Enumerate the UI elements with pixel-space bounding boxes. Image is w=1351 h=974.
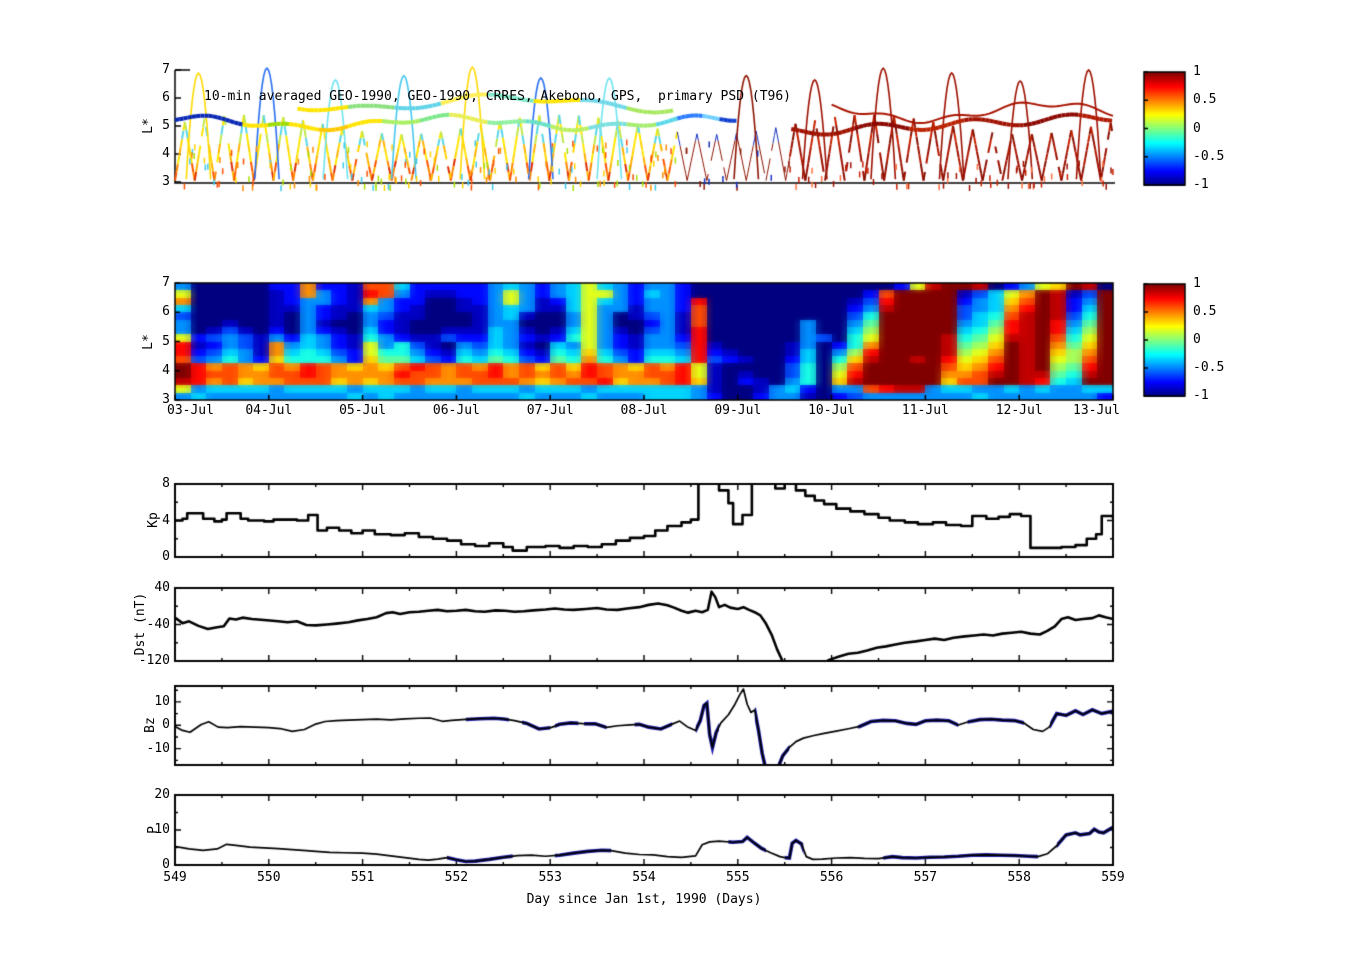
tick-label: 10 [154,822,170,837]
tick-label: 558 [1007,870,1031,885]
tick-label: 0 [162,857,170,872]
tick-label: 0 [162,717,170,733]
tick-label: 550 [257,870,281,885]
tick-label: 09-Jul [714,403,762,418]
tick-label: 12-Jul [995,403,1043,418]
xaxis-label: Day since Jan 1st, 1990 (Days) [526,892,762,907]
tick-label: 4 [162,512,170,528]
tick-label: 4 [162,146,170,161]
tick-label: 4 [162,362,170,378]
tick-label: -10 [146,740,170,756]
tick-label: 551 [350,870,375,885]
tick-label: 0 [162,549,170,564]
tick-label: 6 [162,304,170,320]
tick-label: 554 [632,870,656,885]
tick-label: 552 [444,870,469,885]
tick-label: 6 [162,90,170,105]
tick-label: -0.5 [1193,360,1225,375]
tick-label: 10 [154,693,170,709]
tick-label: 11-Jul [901,403,949,418]
tick-label: 08-Jul [620,403,668,418]
tick-label: 04-Jul [245,403,293,418]
tick-label: 556 [819,870,844,885]
tick-label: 553 [538,870,562,885]
tick-label: 03-Jul [167,403,214,418]
tick-label: 555 [726,870,750,885]
tick-label: 20 [154,787,170,802]
tick-label: 13-Jul [1073,403,1120,418]
tick-label: 5 [162,333,170,349]
tick-label: -1 [1193,388,1209,403]
tick-label: 07-Jul [526,403,574,418]
tick-label: 7 [162,275,170,290]
tick-label: 557 [913,870,938,885]
tick-label: 06-Jul [432,403,480,418]
tick-label: 8 [162,476,170,491]
tick-label: 3 [162,392,170,407]
tick-label: -120 [138,653,170,668]
tick-label: 549 [163,870,187,885]
tick-label: 1 [1193,276,1201,291]
tick-label: 10-Jul [808,403,856,418]
tick-label: 5 [162,118,170,133]
tick-label: 05-Jul [339,403,387,418]
tick-label: 1 [1193,64,1201,79]
tick-label: 40 [154,580,170,595]
tick-label: 0.5 [1193,304,1217,319]
tick-label: 559 [1101,870,1125,885]
tick-label: 7 [162,62,170,77]
tick-label: -0.5 [1193,148,1225,164]
tick-label: 0 [1193,332,1201,347]
tick-label: 3 [162,174,170,189]
tick-label: -1 [1193,177,1209,192]
panel1-title: 10-min averaged GEO-1990, GEO-1990, CRRE… [204,89,791,104]
tick-label: 0.5 [1193,92,1217,108]
tick-label: -40 [146,616,170,632]
tick-label: 0 [1193,120,1201,136]
